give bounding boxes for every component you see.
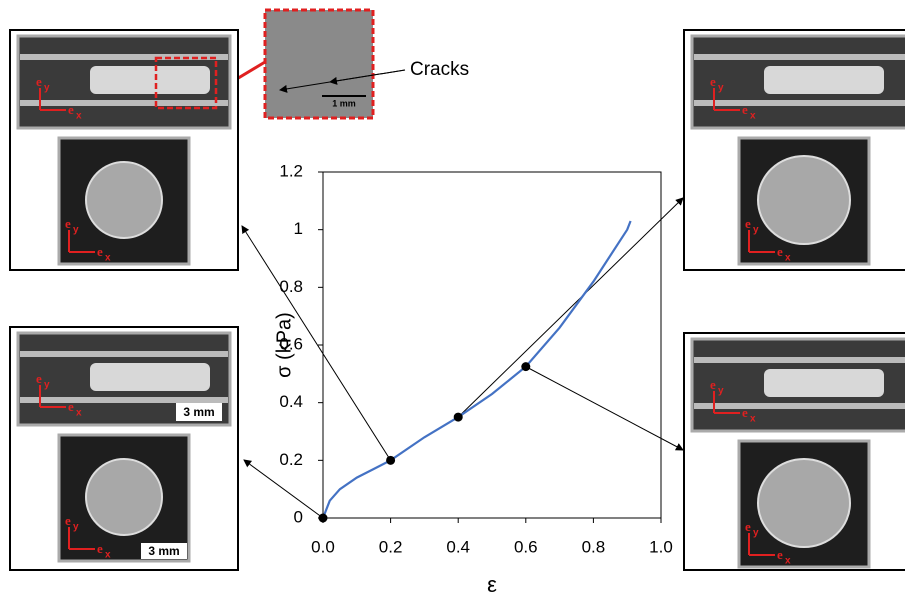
basis-symbol: e — [710, 74, 716, 89]
plate — [20, 397, 228, 403]
x-tick-label: 0.0 — [311, 537, 335, 556]
plate — [694, 100, 905, 106]
basis-symbol: e — [97, 244, 103, 259]
basis-symbol: e — [710, 377, 716, 392]
figure: σ (kPa) ε exeyexeyexeyexeyexeyexey3 mm3 … — [0, 0, 905, 597]
x-tick-label: 0.8 — [582, 537, 606, 556]
sample-band — [764, 369, 884, 397]
line — [323, 221, 631, 518]
basis-sub: y — [753, 225, 759, 236]
basis-sub: y — [44, 380, 50, 391]
x-tick-label: 0.2 — [379, 537, 403, 556]
point — [319, 514, 328, 523]
sample-disc — [86, 162, 162, 238]
plate — [694, 54, 905, 60]
scale-label: 1 mm — [332, 98, 356, 108]
basis-symbol: e — [745, 519, 751, 534]
x-axis-label: ε — [487, 572, 497, 597]
basis-symbol: e — [65, 513, 71, 528]
sample-band — [764, 66, 884, 94]
basis-symbol: e — [97, 541, 103, 556]
plot-frame — [323, 172, 661, 518]
y-tick-label: 0 — [294, 507, 303, 526]
plate — [694, 403, 905, 409]
x-tick-label: 1.0 — [649, 537, 673, 556]
point — [454, 413, 463, 422]
y-tick-label: 0.6 — [279, 334, 303, 353]
pointer-arrow — [242, 226, 391, 460]
basis-sub: y — [73, 522, 79, 533]
sample-band — [90, 66, 210, 94]
basis-symbol: e — [742, 405, 748, 420]
basis-sub: y — [718, 83, 724, 94]
annotation: Cracks — [410, 59, 469, 80]
y-tick-label: 1.2 — [279, 161, 303, 180]
basis-symbol: e — [777, 547, 783, 562]
basis-symbol: e — [68, 102, 74, 117]
basis-sub: x — [750, 414, 756, 425]
y-tick-label: 0.4 — [279, 392, 303, 411]
basis-sub: x — [76, 111, 82, 122]
basis-symbol: e — [36, 74, 42, 89]
basis-symbol: e — [745, 216, 751, 231]
basis-sub: x — [750, 111, 756, 122]
scale-label: 3 mm — [183, 405, 214, 419]
point — [521, 362, 530, 371]
basis-sub: y — [73, 225, 79, 236]
point — [386, 456, 395, 465]
basis-symbol: e — [65, 216, 71, 231]
basis-sub: x — [785, 556, 791, 567]
basis-sub: y — [753, 528, 759, 539]
plate — [20, 351, 228, 357]
basis-symbol: e — [36, 371, 42, 386]
basis-symbol: e — [68, 399, 74, 414]
scale-label: 3 mm — [148, 544, 179, 558]
basis-sub: y — [44, 83, 50, 94]
basis-symbol: e — [777, 244, 783, 259]
plate — [694, 357, 905, 363]
sample-disc — [758, 156, 850, 244]
basis-sub: x — [105, 550, 111, 561]
basis-sub: x — [76, 408, 82, 419]
x-tick-label: 0.4 — [446, 537, 470, 556]
basis-symbol: e — [742, 102, 748, 117]
pointer-arrow — [458, 198, 683, 417]
y-tick-label: 1 — [294, 219, 303, 238]
sample-disc — [758, 459, 850, 547]
plate — [20, 100, 228, 106]
basis-sub: x — [785, 253, 791, 264]
y-tick-label: 0.2 — [279, 450, 303, 469]
sample-disc — [86, 459, 162, 535]
y-tick-label: 0.8 — [279, 277, 303, 296]
basis-sub: y — [718, 386, 724, 397]
sample-band — [90, 363, 210, 391]
pointer-arrow — [526, 367, 683, 450]
crack-image — [265, 10, 373, 118]
x-tick-label: 0.6 — [514, 537, 538, 556]
basis-sub: x — [105, 253, 111, 264]
